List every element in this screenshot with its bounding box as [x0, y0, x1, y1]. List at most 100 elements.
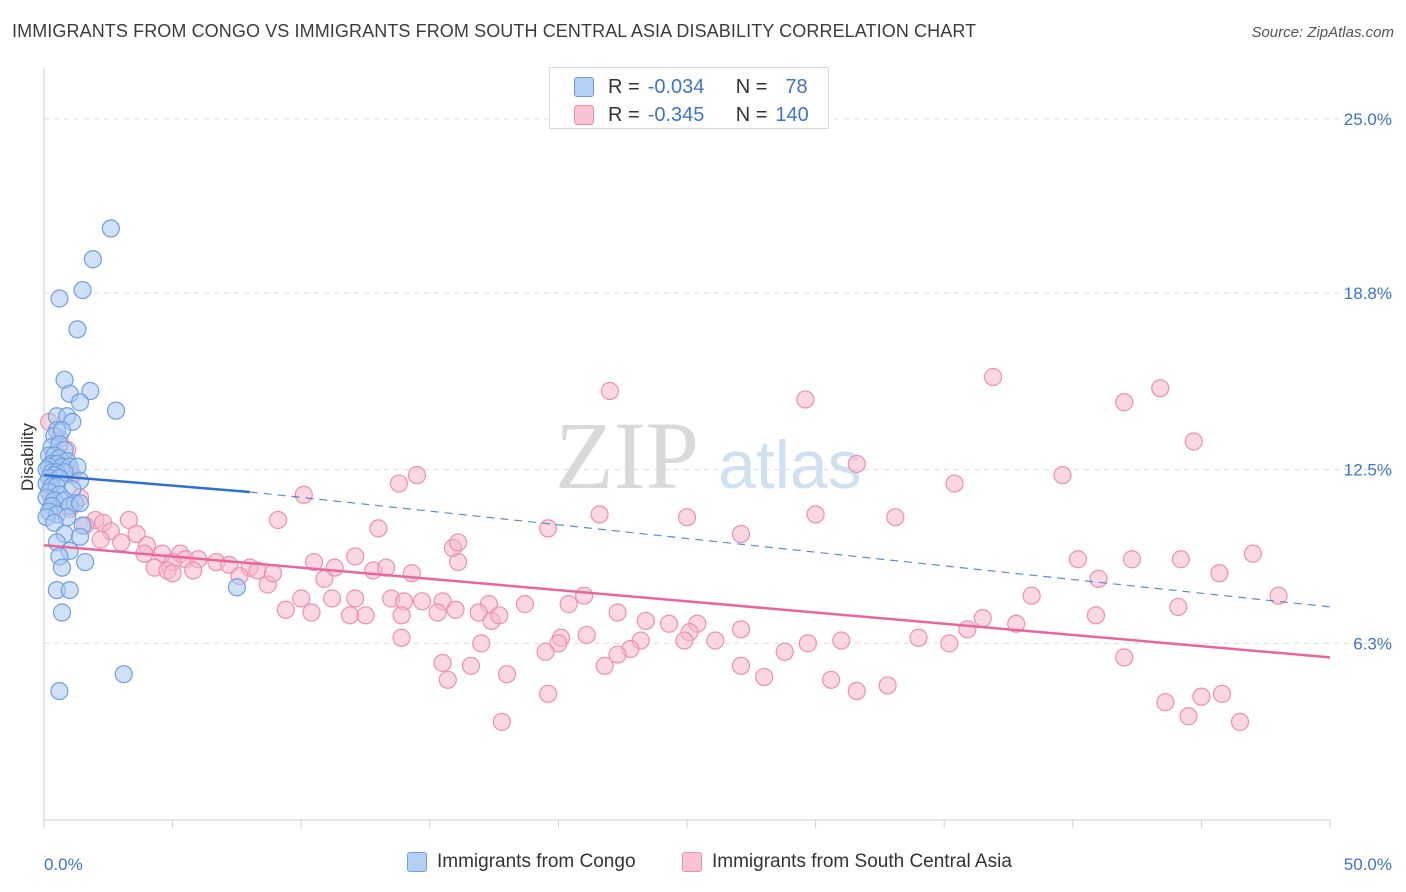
data-point-asia: [497, 665, 517, 684]
data-point-asia: [302, 603, 321, 622]
stats-n-value: 78: [785, 75, 808, 98]
data-point-asia: [536, 642, 555, 661]
data-point-asia: [184, 561, 203, 580]
data-point-asia: [294, 485, 313, 504]
data-point-asia: [973, 609, 992, 628]
data-point-asia: [492, 712, 511, 731]
stats-legend: R = -0.034 N = 78 R = -0.345 N = 140: [549, 67, 829, 129]
y-tick-label: 25.0%: [1344, 110, 1392, 129]
data-point-asia: [636, 611, 655, 631]
data-point-asia: [1230, 712, 1250, 731]
data-point-asia: [832, 631, 851, 650]
y-tick-label: 18.8%: [1344, 284, 1392, 303]
watermark-zip: ZIP: [555, 402, 699, 509]
data-point-asia: [539, 684, 558, 703]
data-point-asia: [847, 454, 866, 474]
data-point-asia: [472, 634, 491, 653]
data-point-congo: [68, 320, 87, 339]
data-point-asia: [1243, 544, 1262, 563]
data-point-asia: [1269, 586, 1288, 605]
legend-item-congo: Immigrants from Congo: [407, 851, 636, 873]
y-tick-label: 12.5%: [1344, 461, 1392, 480]
data-point-asia: [1151, 379, 1170, 398]
stats-r-label: R =: [608, 75, 640, 98]
data-point-asia: [1068, 550, 1088, 569]
data-point-asia: [577, 625, 596, 645]
stats-n-label: N =: [735, 75, 768, 98]
data-point-asia: [806, 505, 825, 524]
bottom-legend: Immigrants from Congo Immigrants from So…: [0, 851, 1406, 877]
data-point-asia: [539, 519, 558, 538]
data-point-asia: [340, 606, 360, 625]
data-point-congo: [101, 219, 120, 238]
data-point-asia: [731, 524, 751, 544]
data-point-asia: [315, 569, 334, 588]
data-point-congo: [45, 513, 64, 532]
stats-n-value: 140: [775, 103, 809, 126]
data-point-asia: [677, 508, 697, 527]
data-point-asia: [1192, 687, 1211, 706]
data-point-asia: [91, 530, 110, 549]
asia-swatch: [574, 105, 594, 125]
data-point-asia: [958, 620, 977, 639]
trend-lines: [43, 473, 1331, 659]
data-point-asia: [356, 606, 375, 625]
trend-line-asia: [43, 543, 1331, 659]
data-point-asia: [461, 656, 481, 675]
data-point-congo: [76, 552, 95, 572]
data-point-asia: [1053, 466, 1072, 485]
data-point-asia: [263, 564, 283, 583]
data-point-asia: [608, 603, 627, 622]
data-point-asia: [675, 631, 694, 650]
data-point-asia: [755, 667, 774, 687]
stats-r-value: -0.345: [647, 103, 705, 126]
data-point-asia: [983, 367, 1003, 387]
data-point-congo: [81, 381, 100, 401]
data-point-asia: [119, 510, 138, 530]
data-point-asia: [392, 628, 411, 647]
data-point-asia: [706, 631, 725, 650]
data-point-asia: [798, 634, 817, 653]
data-point-congo: [70, 527, 90, 546]
data-point-asia: [304, 552, 324, 572]
data-point-asia: [433, 653, 452, 673]
data-point-asia: [1022, 586, 1041, 605]
data-point-congo: [50, 681, 69, 701]
data-point-asia: [412, 592, 432, 611]
data-point-asia: [407, 466, 427, 485]
source-label: Source: ZipAtlas.com: [1251, 24, 1394, 41]
data-point-asia: [559, 595, 578, 614]
data-point-asia: [163, 564, 182, 583]
data-point-congo: [83, 250, 102, 269]
data-point-asia: [1115, 393, 1134, 412]
data-point-asia: [268, 510, 288, 530]
data-point-asia: [1007, 614, 1026, 633]
data-point-congo: [52, 558, 72, 577]
data-point-asia: [821, 670, 841, 689]
data-point-asia: [886, 508, 905, 527]
legend-label-asia: Immigrants from South Central Asia: [712, 851, 1012, 872]
y-tick-label: 6.3%: [1353, 634, 1392, 653]
data-point-asia: [428, 603, 447, 622]
data-point-asia: [1171, 550, 1190, 569]
data-point-asia: [1115, 648, 1134, 667]
data-point-asia: [446, 600, 465, 619]
data-point-congo: [50, 289, 69, 308]
watermark: ZIP atlas: [555, 402, 862, 509]
data-point-asia: [940, 634, 959, 653]
watermark-atlas: atlas: [718, 427, 862, 503]
data-point-asia: [909, 628, 928, 647]
stats-r-label: R =: [608, 103, 640, 126]
data-point-asia: [346, 589, 365, 608]
data-point-asia: [731, 656, 751, 675]
legend-item-asia: Immigrants from South Central Asia: [682, 851, 1012, 873]
data-point-asia: [402, 564, 421, 583]
data-point-asia: [448, 552, 468, 572]
data-point-asia: [438, 670, 457, 689]
data-point-asia: [775, 642, 794, 661]
data-point-congo: [73, 280, 92, 300]
x-tick-label: 50.0%: [1344, 855, 1392, 874]
data-point-asia: [1156, 693, 1175, 712]
data-point-asia: [1179, 707, 1198, 726]
